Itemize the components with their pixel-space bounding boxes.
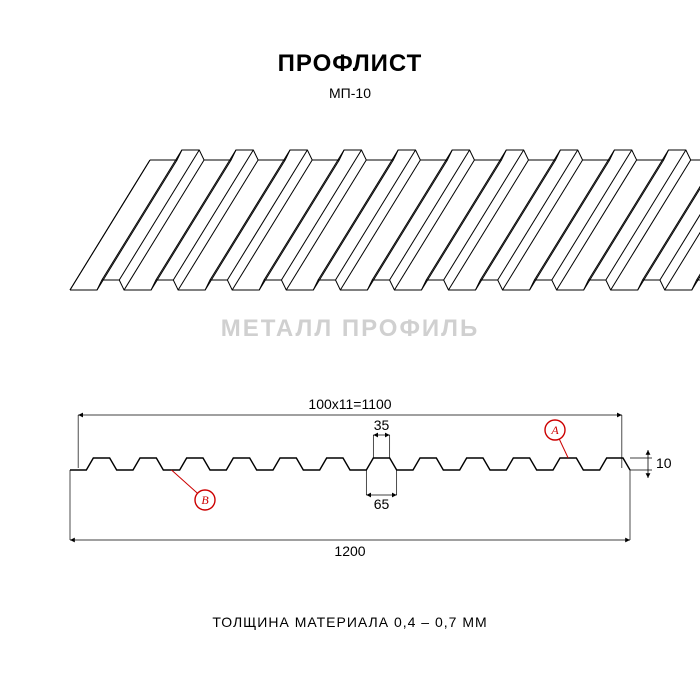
svg-text:10: 10 [656, 455, 672, 471]
svg-text:A: A [550, 423, 559, 437]
svg-text:65: 65 [374, 496, 390, 512]
footer-text: ТОЛЩИНА МАТЕРИАЛА 0,4 – 0,7 ММ [0, 614, 700, 630]
svg-text:35: 35 [374, 417, 390, 433]
svg-text:100х11=1100: 100х11=1100 [308, 396, 391, 412]
page-title: ПРОФЛИСТ [0, 50, 700, 78]
profile-cross-section: 100х11=1100 35 65 10 1200 A B [70, 396, 672, 559]
svg-text:B: B [201, 493, 209, 507]
diagram-svg: 100х11=1100 35 65 10 1200 A B [0, 0, 700, 700]
svg-text:1200: 1200 [334, 543, 365, 559]
page-subtitle: МП-10 [0, 85, 700, 101]
perspective-sheet [70, 150, 700, 290]
